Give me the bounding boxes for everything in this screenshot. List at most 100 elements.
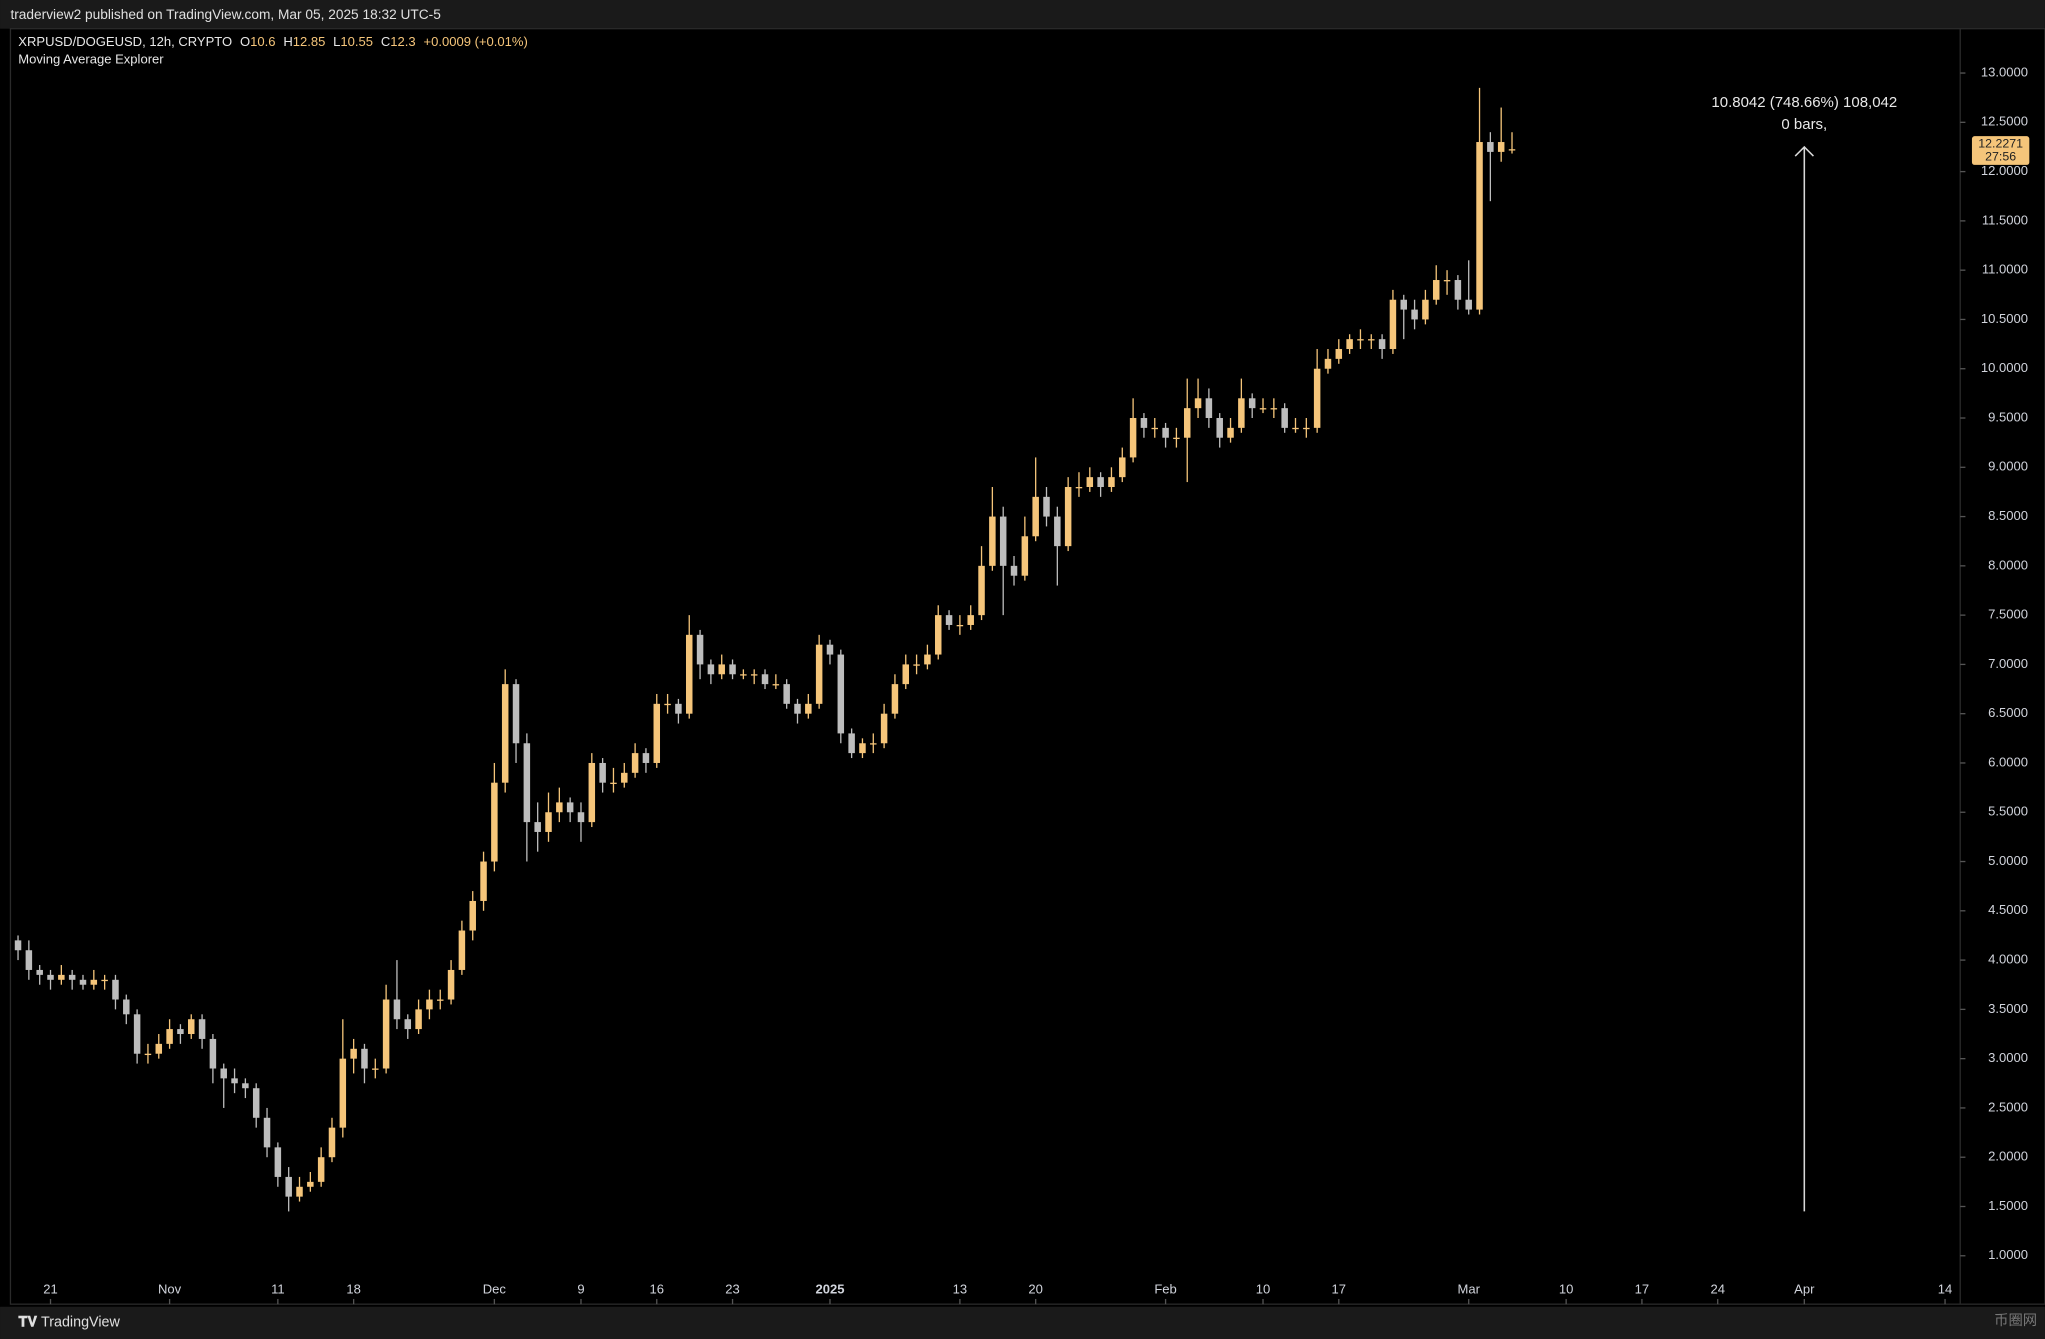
candle-body	[1432, 280, 1440, 300]
candle-body	[1021, 536, 1029, 576]
candle-body	[805, 703, 812, 714]
x-tick-label: 20	[1028, 1281, 1043, 1296]
candle-body	[934, 615, 942, 655]
candle-body	[512, 684, 520, 744]
candle-body	[1313, 368, 1321, 428]
y-tick-label: 10.0000	[1981, 360, 2028, 375]
change: +0.0009 (+0.01%)	[424, 34, 528, 49]
candle-body	[1454, 280, 1462, 300]
candle-body	[621, 772, 628, 783]
candle-body	[350, 1048, 357, 1059]
measure-label: 10.8042 (748.66%) 108,042	[1711, 94, 1897, 111]
candle-body	[1043, 496, 1050, 517]
candle-body	[1151, 427, 1159, 430]
x-tick-label: 16	[650, 1281, 665, 1296]
candle-body	[1281, 408, 1288, 428]
candle-body	[469, 900, 476, 931]
candle-body	[631, 753, 639, 773]
y-tick-label: 6.0000	[1988, 754, 2028, 769]
candle-body	[523, 743, 531, 823]
candle-body	[188, 1019, 195, 1035]
y-tick-label: 1.0000	[1988, 1247, 2028, 1262]
candle-body	[1054, 516, 1061, 547]
y-tick-label: 7.0000	[1988, 656, 2028, 671]
x-tick-label: Dec	[483, 1281, 507, 1296]
candle-body	[501, 684, 509, 783]
candle-body	[1194, 398, 1202, 409]
candle-body	[1086, 477, 1094, 487]
candle-body	[426, 999, 433, 1010]
candle-body	[1292, 427, 1299, 430]
candle-body	[978, 565, 985, 616]
candle-body	[870, 743, 877, 745]
candle-body	[999, 516, 1007, 566]
candle-body	[783, 684, 790, 704]
y-tick-label: 8.5000	[1988, 508, 2028, 523]
candle-body	[90, 979, 98, 985]
candle-body	[696, 634, 704, 665]
candle-body	[685, 634, 693, 714]
candle-body	[664, 703, 671, 706]
candle-body	[837, 654, 845, 734]
candle-body	[772, 684, 780, 686]
candle-body	[361, 1048, 368, 1069]
candle-body	[1346, 339, 1353, 350]
x-tick-label: 9	[577, 1281, 584, 1296]
price-badge	[1971, 136, 2030, 165]
candle-body	[220, 1068, 227, 1079]
symbol: XRPUSD/DOGEUSD, 12h, CRYPTO	[18, 34, 232, 49]
x-tick-label: 21	[43, 1281, 58, 1296]
top-bar	[0, 0, 2045, 29]
candle-body	[382, 999, 390, 1069]
candle-body	[1108, 477, 1115, 487]
publisher: traderview2 published on TradingView.com…	[10, 7, 441, 22]
x-tick-label: 11	[271, 1281, 285, 1296]
candle-body	[1443, 280, 1451, 282]
candle-body	[1487, 142, 1494, 152]
y-tick-label: 2.0000	[1988, 1149, 2028, 1164]
measure-sublabel: 0 bars,	[1781, 116, 1827, 133]
y-tick-label: 8.0000	[1988, 557, 2028, 572]
y-tick-label: 2.5000	[1988, 1099, 2028, 1114]
x-tick-label: Feb	[1154, 1281, 1176, 1296]
candle-body	[924, 654, 931, 665]
candle-body	[415, 1009, 422, 1030]
candle-body	[566, 802, 574, 813]
candle-body	[956, 624, 964, 627]
candle-body	[1097, 477, 1104, 487]
candle-body	[1259, 408, 1267, 410]
candle-body	[1476, 142, 1483, 310]
watermark: 币圈网	[1994, 1312, 2037, 1329]
candle-body	[1270, 408, 1278, 410]
candle-body	[1508, 149, 1516, 151]
y-tick-label: 12.0000	[1981, 163, 2028, 178]
candle-body	[1216, 418, 1223, 438]
x-tick-label: Mar	[1457, 1281, 1480, 1296]
candle-body	[404, 1019, 412, 1030]
y-tick-label: 11.5000	[1982, 212, 2028, 227]
candle-body	[1032, 496, 1039, 537]
y-tick-label: 3.5000	[1988, 1001, 2028, 1016]
candle-body	[1227, 427, 1234, 438]
candle-body	[274, 1147, 282, 1177]
candle-body	[1238, 398, 1245, 428]
candle-body	[263, 1117, 271, 1148]
candle-body	[1465, 299, 1472, 310]
x-tick-label: 10	[1559, 1281, 1574, 1296]
y-tick-label: 9.5000	[1988, 409, 2028, 424]
x-tick-label: 17	[1635, 1281, 1650, 1296]
candle-body	[25, 950, 33, 970]
candle-body	[675, 703, 682, 714]
candle-body	[729, 664, 736, 675]
y-tick-label: 9.0000	[1988, 459, 2028, 474]
countdown: 27:56	[1985, 149, 2016, 163]
candle-body	[534, 822, 541, 832]
ohlc-key: H	[283, 34, 292, 49]
candle-body	[372, 1068, 379, 1070]
ohlc-value: 12.85	[293, 34, 326, 49]
ohlc-key: L	[333, 34, 340, 49]
candle-body	[826, 644, 834, 655]
y-tick-label: 3.0000	[1988, 1050, 2028, 1065]
candle-body	[642, 753, 650, 763]
candle-body	[133, 1014, 141, 1054]
